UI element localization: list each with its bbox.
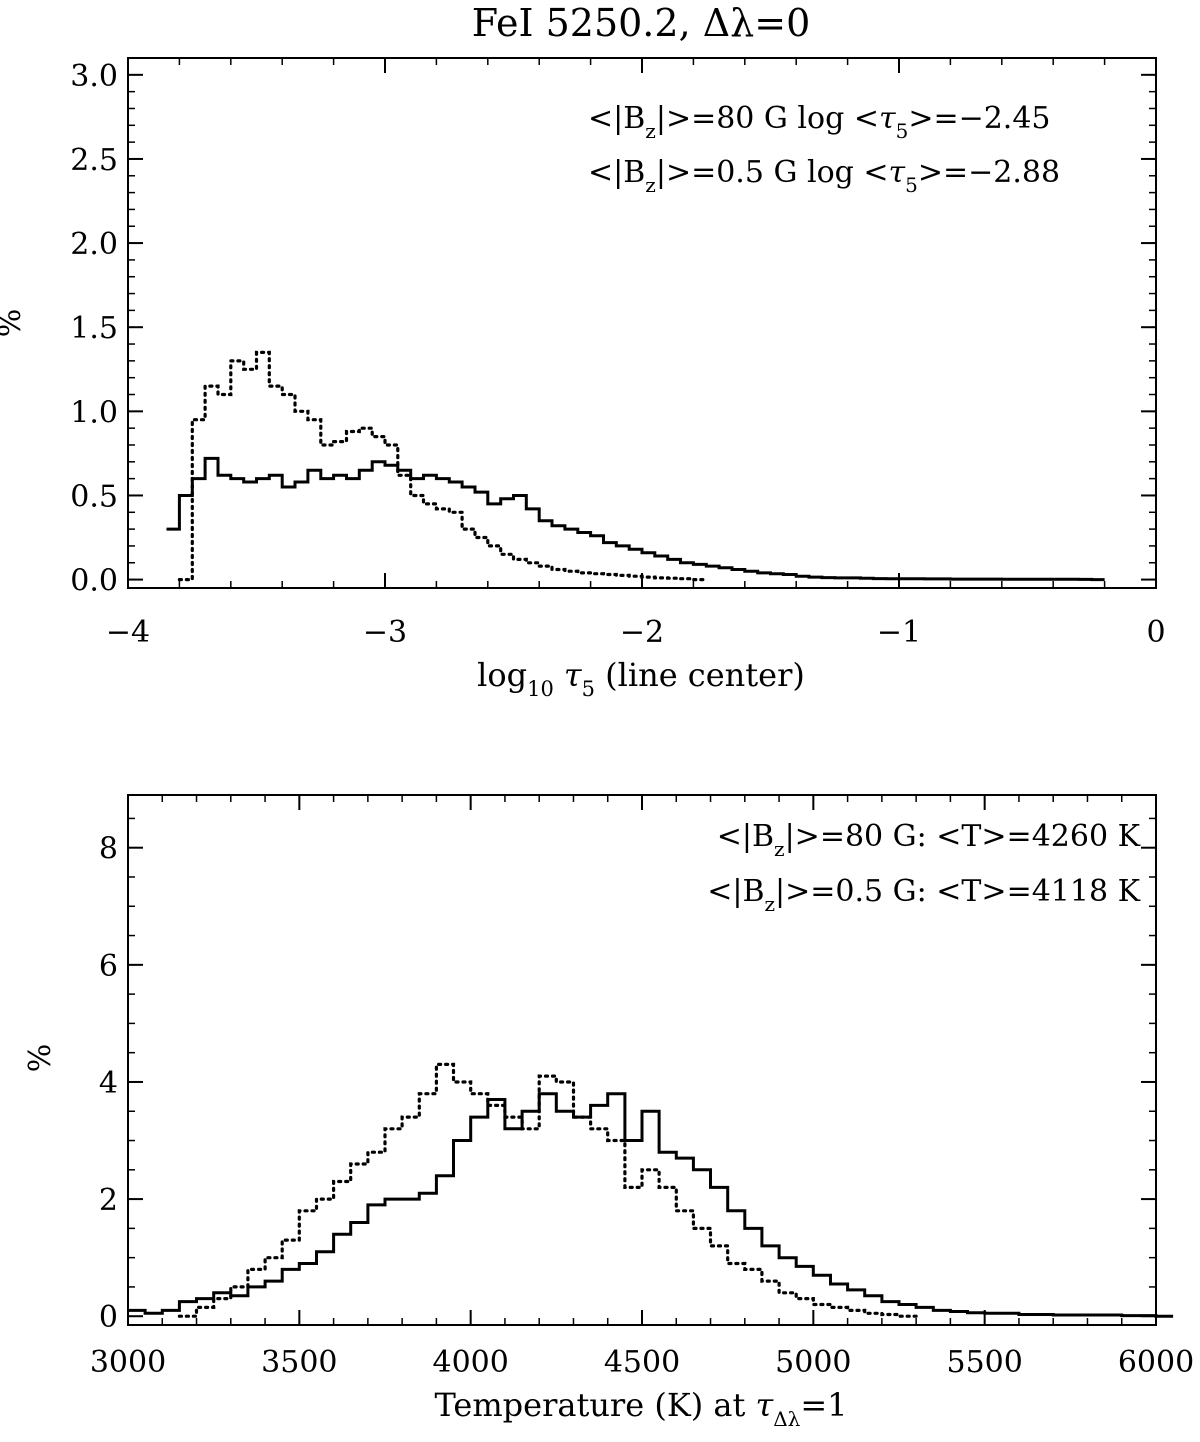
top-annotation-80g: <|Bz|>=80 G log <τ5>=−2.45 <box>588 101 1051 143</box>
bottom-y-tick-label: 6 <box>99 949 118 984</box>
top-series-group <box>166 350 1105 582</box>
top-y-tick-label: 0.5 <box>70 479 118 514</box>
top-x-tick-label: −4 <box>106 615 150 650</box>
top-y-axis-label: % <box>0 309 28 338</box>
bottom-annotation-05g: <|Bz|>=0.5 G: <T>=4118 K <box>707 874 1140 916</box>
bottom-series-group <box>128 1062 1174 1318</box>
bottom-y-tick-label: 4 <box>99 1066 118 1101</box>
top-x-tick-label: −3 <box>363 615 407 650</box>
top-x-tick-label: 0 <box>1146 615 1165 650</box>
top-x-tick-label: −1 <box>877 615 921 650</box>
bottom-panel: 3000 3500 4000 4500 5000 5500 6000 0 2 4 6 8 % Temp… <box>23 794 1194 1431</box>
bottom-x-tick-label: 3000 <box>90 1345 166 1380</box>
bottom-y-axis-label: % <box>23 1044 58 1073</box>
top-x-tick-label: −2 <box>620 615 664 650</box>
bottom-annotation-80g: <|Bz|>=80 G: <T>=4260 K <box>717 819 1141 861</box>
top-series-dotted <box>177 350 708 582</box>
bottom-x-tick-label: 4500 <box>604 1345 680 1380</box>
top-x-axis-label: log10 τ5 (line center) <box>477 656 805 701</box>
bottom-y-tick-label: 2 <box>99 1183 118 1218</box>
bottom-y-tick-label: 0 <box>99 1300 118 1335</box>
bottom-x-tick-label: 5000 <box>775 1345 851 1380</box>
top-plot-frame <box>127 57 1157 589</box>
top-y-tick-label: 2.0 <box>70 227 118 262</box>
bottom-series-solid <box>128 1092 1174 1318</box>
bottom-x-tick-label: 5500 <box>946 1345 1022 1380</box>
bottom-x-tick-label: 4000 <box>432 1345 508 1380</box>
top-y-tick-label: 3.0 <box>70 59 118 94</box>
bottom-series-dotted <box>177 1062 918 1318</box>
top-y-tick-label: 1.5 <box>70 311 118 346</box>
bottom-axis-ticks: 3000 3500 4000 4500 5000 5500 6000 0 2 4 6 8 <box>90 795 1194 1380</box>
top-annotation-05g: <|Bz|>=0.5 G log <τ5>=−2.88 <box>588 155 1060 197</box>
top-y-tick-label: 1.0 <box>70 395 118 430</box>
top-panel: −4 −3 −2 −1 0 0.0 0.5 1.0 1.5 2.0 2.5 3.0 % log10τ5… <box>0 57 1166 701</box>
bottom-x-tick-label: 6000 <box>1118 1345 1194 1380</box>
bottom-x-axis-label: Temperature (K) at τΔλ=1 <box>435 1386 848 1431</box>
top-axis-ticks: −4 −3 −2 −1 0 0.0 0.5 1.0 1.5 2.0 2.5 3.0 <box>70 57 1166 650</box>
bottom-x-tick-label: 3500 <box>261 1345 337 1380</box>
top-y-tick-label: 0.0 <box>70 564 118 599</box>
top-series-solid <box>166 456 1105 582</box>
figure-title: FeI 5250.2, Δλ=0 <box>472 1 811 45</box>
top-y-tick-label: 2.5 <box>70 143 118 178</box>
bottom-y-tick-label: 8 <box>99 832 118 867</box>
